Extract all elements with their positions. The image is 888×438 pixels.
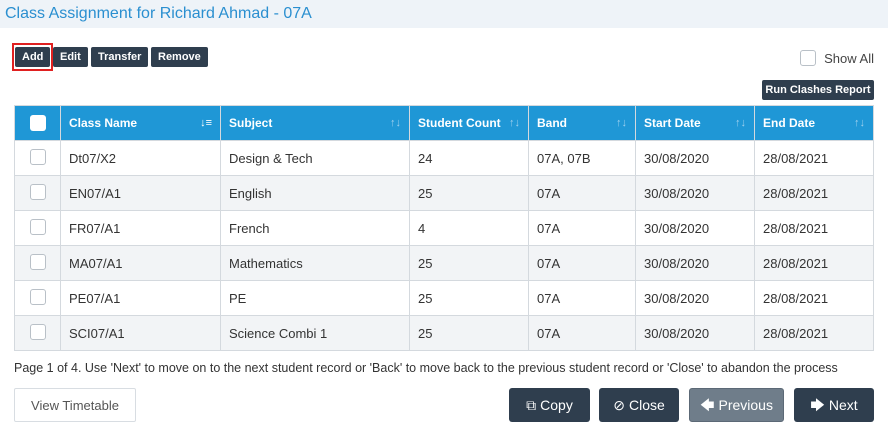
column-label: Start Date	[644, 116, 701, 130]
column-label: End Date	[763, 116, 816, 130]
show-all-checkbox[interactable]	[800, 50, 817, 66]
copy-label: Copy	[540, 397, 573, 413]
cell-start-date: 30/08/2020	[635, 175, 755, 211]
arrow-right-icon: 🡆	[810, 397, 825, 413]
sort-icon[interactable]: ↑↓	[854, 117, 865, 129]
cell-end-date: 28/08/2021	[754, 245, 874, 281]
row-checkbox[interactable]	[29, 218, 46, 235]
cell-band: 07A	[528, 245, 636, 281]
column-label: Band	[537, 116, 567, 130]
sort-icon[interactable]: ↑↓	[735, 117, 746, 129]
column-header-band[interactable]: Band ↑↓	[528, 105, 636, 141]
table-row[interactable]: PE07/A1 PE 25 07A 30/08/2020 28/08/2021	[14, 280, 874, 316]
sort-amount-icon[interactable]: ↓≡	[200, 117, 212, 129]
table-row[interactable]: EN07/A1 English 25 07A 30/08/2020 28/08/…	[14, 175, 874, 211]
transfer-button[interactable]: Transfer	[91, 47, 149, 67]
cell-class-name: FR07/A1	[60, 210, 221, 246]
edit-button[interactable]: Edit	[53, 47, 88, 67]
column-header-start-date[interactable]: Start Date ↑↓	[635, 105, 755, 141]
sort-icon[interactable]: ↑↓	[390, 117, 401, 129]
cell-subject: Design & Tech	[220, 140, 410, 176]
cell-start-date: 30/08/2020	[635, 315, 755, 351]
column-label: Class Name	[69, 116, 138, 130]
cell-student-count: 25	[409, 315, 529, 351]
cell-student-count: 25	[409, 245, 529, 281]
title-bar: Class Assignment for Richard Ahmad - 07A	[0, 0, 888, 28]
cell-start-date: 30/08/2020	[635, 140, 755, 176]
row-checkbox[interactable]	[29, 148, 46, 165]
cell-end-date: 28/08/2021	[754, 280, 874, 316]
table-row[interactable]: FR07/A1 French 4 07A 30/08/2020 28/08/20…	[14, 210, 874, 246]
copy-icon: ⧉	[526, 397, 537, 413]
add-button-highlight	[12, 43, 53, 71]
next-button[interactable]: 🡆 Next	[794, 388, 874, 422]
cell-class-name: Dt07/X2	[60, 140, 221, 176]
row-checkbox[interactable]	[29, 288, 46, 305]
cell-student-count: 25	[409, 280, 529, 316]
row-checkbox[interactable]	[29, 323, 46, 340]
add-button[interactable]: Add	[15, 47, 51, 67]
table-header-row: Class Name ↓≡ Subject ↑↓ Student Count ↑…	[14, 105, 874, 141]
sort-icon[interactable]: ↑↓	[509, 117, 520, 129]
previous-button[interactable]: 🡄 Previous	[689, 388, 784, 422]
sort-icon[interactable]: ↑↓	[616, 117, 627, 129]
column-header-class-name[interactable]: Class Name ↓≡	[60, 105, 221, 141]
page-title: Class Assignment for Richard Ahmad - 07A	[5, 5, 312, 22]
table-row[interactable]: MA07/A1 Mathematics 25 07A 30/08/2020 28…	[14, 245, 874, 281]
row-checkbox[interactable]	[29, 183, 46, 200]
table-row[interactable]: SCI07/A1 Science Combi 1 25 07A 30/08/20…	[14, 315, 874, 351]
cell-subject: PE	[220, 280, 410, 316]
cell-subject: Science Combi 1	[220, 315, 410, 351]
cell-band: 07A, 07B	[528, 140, 636, 176]
select-all-header	[14, 105, 61, 141]
close-button[interactable]: ⊘ Close	[599, 388, 679, 422]
cell-band: 07A	[528, 280, 636, 316]
previous-label: Previous	[718, 397, 773, 413]
cell-class-name: PE07/A1	[60, 280, 221, 316]
cell-band: 07A	[528, 175, 636, 211]
cell-end-date: 28/08/2021	[754, 175, 874, 211]
cell-student-count: 24	[409, 140, 529, 176]
cell-end-date: 28/08/2021	[754, 140, 874, 176]
column-header-student-count[interactable]: Student Count ↑↓	[409, 105, 529, 141]
cell-band: 07A	[528, 210, 636, 246]
cell-class-name: EN07/A1	[60, 175, 221, 211]
close-label: Close	[628, 397, 665, 413]
select-all-checkbox[interactable]	[29, 115, 46, 131]
show-all-label: Show All	[824, 50, 874, 66]
cell-start-date: 30/08/2020	[635, 245, 755, 281]
table-row[interactable]: Dt07/X2 Design & Tech 24 07A, 07B 30/08/…	[14, 140, 874, 176]
pagination-instructions: Page 1 of 4. Use 'Next' to move on to th…	[14, 361, 838, 375]
show-all-toggle[interactable]: Show All	[800, 49, 874, 67]
cell-start-date: 30/08/2020	[635, 280, 755, 316]
cell-subject: English	[220, 175, 410, 211]
cell-band: 07A	[528, 315, 636, 351]
cell-class-name: MA07/A1	[60, 245, 221, 281]
cell-subject: French	[220, 210, 410, 246]
cell-student-count: 4	[409, 210, 529, 246]
next-label: Next	[828, 397, 858, 413]
class-assignment-table: Class Name ↓≡ Subject ↑↓ Student Count ↑…	[14, 105, 874, 351]
cell-end-date: 28/08/2021	[754, 315, 874, 351]
arrow-left-icon: 🡄	[700, 397, 715, 413]
column-header-subject[interactable]: Subject ↑↓	[220, 105, 410, 141]
remove-button[interactable]: Remove	[151, 47, 208, 67]
cell-start-date: 30/08/2020	[635, 210, 755, 246]
row-checkbox[interactable]	[29, 253, 46, 270]
ban-icon: ⊘	[613, 397, 625, 413]
cell-class-name: SCI07/A1	[60, 315, 221, 351]
column-label: Student Count	[418, 116, 501, 130]
run-clashes-report-button[interactable]: Run Clashes Report	[762, 80, 874, 100]
column-header-end-date[interactable]: End Date ↑↓	[754, 105, 874, 141]
cell-end-date: 28/08/2021	[754, 210, 874, 246]
copy-button[interactable]: ⧉ Copy	[509, 388, 590, 422]
cell-student-count: 25	[409, 175, 529, 211]
view-timetable-button[interactable]: View Timetable	[14, 388, 136, 422]
column-label: Subject	[229, 116, 273, 130]
cell-subject: Mathematics	[220, 245, 410, 281]
